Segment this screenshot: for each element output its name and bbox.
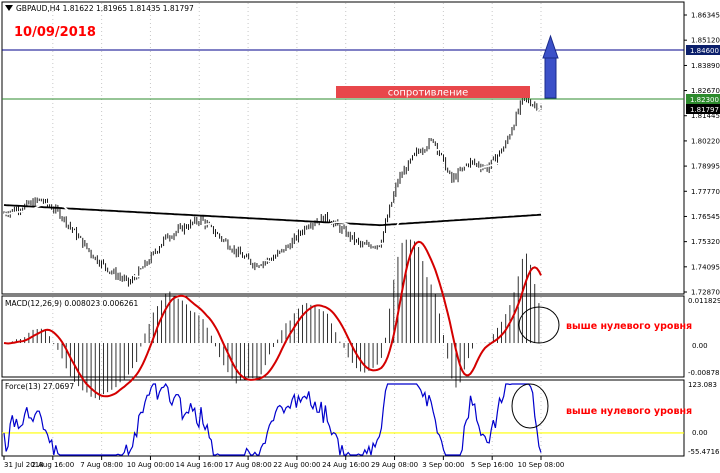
macd-note: выше нулевого уровня	[566, 321, 692, 332]
resistance-price-label: 1.82300	[690, 96, 719, 104]
price-tick-label: 1.82670	[691, 87, 720, 95]
force-tick-top: 123.083	[688, 381, 717, 389]
macd-tick-bottom: -0.00878	[688, 369, 719, 377]
price-tick-label: 1.77770	[691, 188, 720, 196]
force-content	[2, 382, 684, 457]
macd-tick-top: 0.011829	[688, 297, 720, 305]
price-tick-label: 1.81445	[691, 112, 720, 120]
price-tick-label: 1.86345	[691, 12, 720, 20]
current-price-label: 1.81797	[690, 106, 719, 114]
time-tick-label: 24 Aug 16:00	[322, 461, 369, 469]
price-axis[interactable]: 1.86345 1.85120 1.83890 1.82670 1.81445 1.802…	[684, 12, 720, 297]
current-price-tag: 1.81797	[686, 104, 720, 114]
resistance-label: сопротивление	[388, 88, 469, 99]
ma-long-line	[3, 204, 542, 227]
time-tick-label: 17 Aug 08:00	[224, 461, 271, 469]
price-tick-label: 1.83890	[691, 62, 720, 70]
chevron-down-icon[interactable]	[5, 5, 13, 11]
resistance-box	[336, 86, 530, 98]
time-tick-label: 22 Aug 00:00	[273, 461, 320, 469]
price-tick-label: 1.74095	[691, 263, 720, 271]
time-tick-label: 3 Sep 00:00	[422, 461, 464, 469]
instrument-header: GBPAUD,H4 1.81622 1.81965 1.81435 1.8179…	[16, 4, 194, 13]
chart-header: GBPAUD,H4 1.81622 1.81965 1.81435 1.8179…	[5, 4, 194, 13]
force-line	[3, 382, 542, 457]
price-content	[3, 94, 542, 287]
force-note: выше нулевого уровня	[566, 406, 692, 417]
price-tick-label: 1.76545	[691, 213, 720, 221]
macd-signal-line	[3, 240, 542, 398]
time-tick-label: 5 Sep 16:00	[471, 461, 513, 469]
time-tick-label: 2 Aug 16:00	[31, 461, 74, 469]
force-highlight-circle	[511, 383, 549, 429]
price-tick-label: 1.75320	[691, 238, 720, 246]
price-tick-label: 1.80220	[691, 137, 720, 145]
time-tick-label: 10 Aug 00:00	[127, 461, 174, 469]
force-panel[interactable]	[1, 379, 685, 457]
price-panel[interactable]	[1, 1, 685, 295]
time-tick-label: 31 Jul 2018	[4, 461, 44, 469]
arrow-up-icon	[542, 34, 559, 99]
force-tick-bottom: -55.4716	[688, 448, 720, 456]
macd-tick-zero: 0.00	[692, 342, 708, 350]
target-price-tag: 1.84600	[686, 45, 720, 55]
time-tick-label: 7 Aug 08:00	[80, 461, 123, 469]
macd-highlight-circle	[518, 306, 560, 344]
time-tick-label: 29 Aug 08:00	[371, 461, 418, 469]
price-tick-label: 1.78995	[691, 163, 720, 171]
ma-short-line	[3, 107, 542, 278]
price-tick-label: 1.72870	[691, 289, 720, 297]
resistance-price-tag: 1.82300	[686, 94, 720, 104]
macd-title: MACD(12,26,9) 0.008023 0.006261	[5, 299, 139, 308]
time-tick-label: 10 Sep 08:00	[518, 461, 565, 469]
force-tick-zero: 0.00	[692, 429, 708, 437]
vertical-grid	[52, 3, 542, 455]
force-title: Force(13) 27.0697	[5, 382, 74, 391]
price-tick-label: 1.85120	[691, 37, 720, 45]
time-tick-label: 14 Aug 16:00	[176, 461, 223, 469]
date-annotation: 10/09/2018	[14, 25, 96, 40]
macd-content	[3, 239, 542, 400]
target-price-label: 1.84600	[690, 47, 719, 55]
macd-panel[interactable]	[1, 295, 685, 378]
